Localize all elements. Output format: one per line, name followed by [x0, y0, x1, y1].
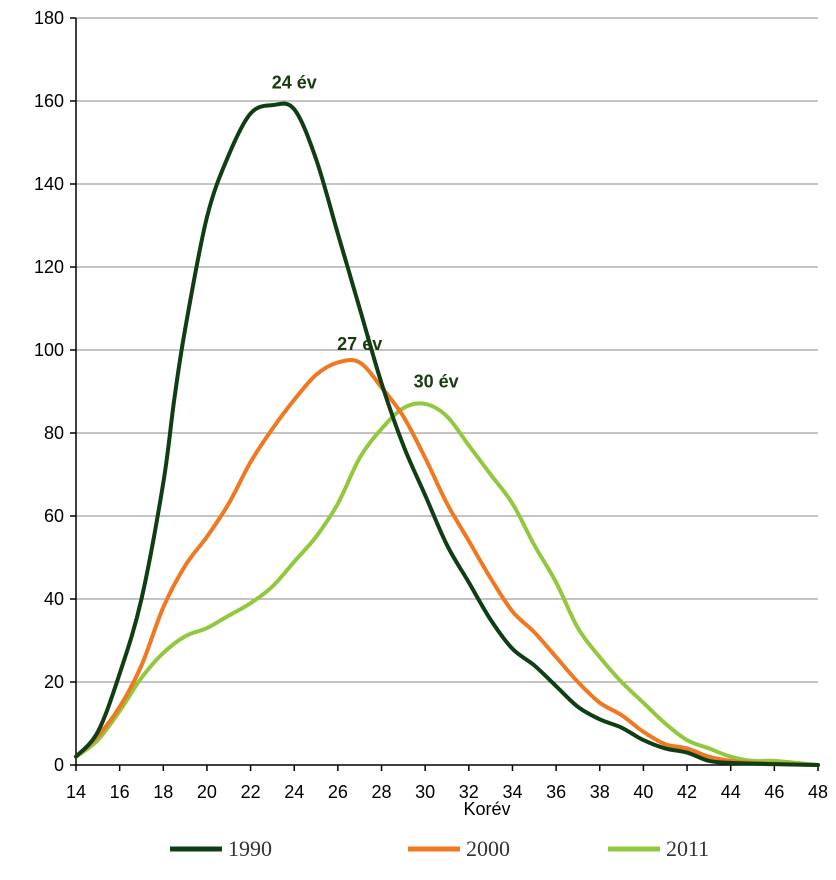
grid-lines	[76, 17, 818, 683]
peak-label: 27 év	[337, 334, 382, 354]
x-tick-label: 14	[66, 782, 86, 802]
y-tick-label: 160	[34, 91, 64, 111]
x-tick-label: 34	[502, 782, 522, 802]
y-tick-label: 140	[34, 174, 64, 194]
x-tick-label: 20	[197, 782, 217, 802]
series-line-2011	[74, 401, 820, 767]
x-tick-label: 38	[590, 782, 610, 802]
legend-label-2000: 2000	[466, 836, 510, 861]
x-tick-label: 22	[241, 782, 261, 802]
peak-label: 30 év	[414, 371, 459, 391]
peak-label: 24 év	[272, 73, 317, 93]
x-axis-ticks: 14 16 18 20 22 24 26 28 30 32 34 36 38 40 42 44 46 48	[66, 765, 828, 802]
y-tick-label: 40	[44, 589, 64, 609]
x-tick-label: 48	[808, 782, 828, 802]
legend: 1990 2000 2011	[170, 836, 709, 861]
y-tick-label: 80	[44, 423, 64, 443]
y-tick-label: 0	[54, 755, 64, 775]
y-tick-label: 60	[44, 506, 64, 526]
x-tick-label: 32	[459, 782, 479, 802]
x-tick-label: 36	[546, 782, 566, 802]
legend-label-2011: 2011	[666, 836, 709, 861]
y-tick-label: 120	[34, 257, 64, 277]
series-lines	[74, 101, 820, 767]
y-tick-label: 100	[34, 340, 64, 360]
x-tick-label: 26	[328, 782, 348, 802]
x-tick-label: 16	[110, 782, 130, 802]
series-line-2000	[74, 358, 820, 767]
x-tick-label: 24	[284, 782, 304, 802]
y-tick-label: 20	[44, 672, 64, 692]
x-tick-label: 28	[372, 782, 392, 802]
x-tick-label: 44	[721, 782, 741, 802]
x-tick-label: 46	[764, 782, 784, 802]
legend-label-1990: 1990	[228, 836, 272, 861]
x-tick-label: 30	[415, 782, 435, 802]
x-axis-title: Korév	[463, 799, 510, 819]
y-axis-ticks: 0 20 40 60 80 100 120 140 160 180	[34, 8, 76, 775]
x-tick-label: 42	[677, 782, 697, 802]
series-line-1990	[74, 101, 820, 767]
peak-annotations: 24 év 27 év 30 év	[272, 73, 459, 392]
y-tick-label: 180	[34, 8, 64, 28]
x-tick-label: 40	[633, 782, 653, 802]
x-tick-label: 18	[153, 782, 173, 802]
